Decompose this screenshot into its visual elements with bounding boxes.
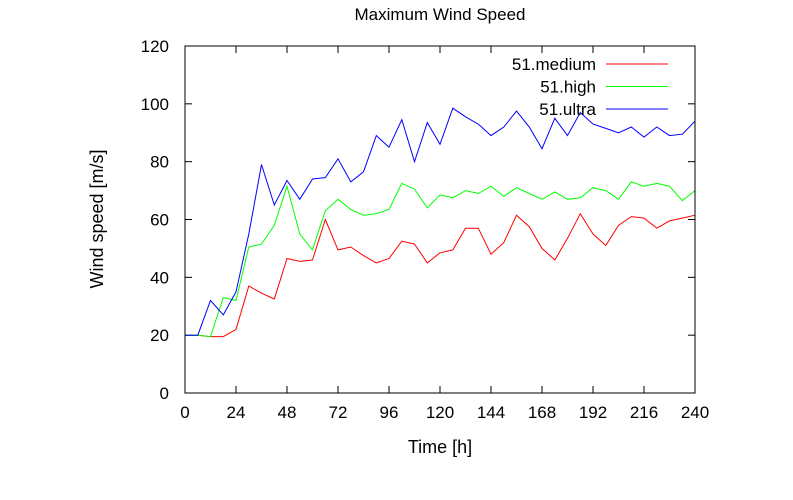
legend-label: 51.high <box>540 78 596 97</box>
legend-label: 51.ultra <box>539 100 596 119</box>
x-tick-label: 216 <box>630 403 658 422</box>
series-layer <box>185 107 696 338</box>
plot-frame <box>184 45 696 394</box>
y-tick-label: 100 <box>141 95 169 114</box>
x-tick-label: 0 <box>180 403 189 422</box>
x-tick-label: 120 <box>426 403 454 422</box>
y-tick-label: 120 <box>141 37 169 56</box>
x-tick-label: 96 <box>380 403 399 422</box>
y-tick-label: 40 <box>150 268 169 287</box>
tick-layer: 0 24 48 72 96 120 144 168 192 216 240 0 20 40 60 80 100 1… <box>141 37 710 422</box>
y-tick-label: 80 <box>150 153 169 172</box>
x-tick-label: 72 <box>329 403 348 422</box>
x-tick-label: 168 <box>528 403 556 422</box>
legend: 51.medium 51.high 51.ultra <box>512 55 668 119</box>
x-tick-label: 24 <box>227 403 246 422</box>
y-tick-label: 60 <box>150 211 169 230</box>
y-tick-label: 0 <box>160 384 169 403</box>
x-tick-label: 48 <box>278 403 297 422</box>
x-tick-label: 240 <box>681 403 709 422</box>
y-tick-label: 20 <box>150 326 169 345</box>
x-tick-label: 144 <box>477 403 505 422</box>
legend-label: 51.medium <box>512 55 596 74</box>
series-line-51-high <box>185 181 696 338</box>
y-axis-label: Wind speed [m/s] <box>87 149 107 288</box>
series-line-51-ultra <box>185 107 696 336</box>
series-line-51-medium <box>185 212 696 338</box>
x-tick-label: 192 <box>579 403 607 422</box>
chart-title: Maximum Wind Speed <box>354 5 525 24</box>
x-axis-label: Time [h] <box>408 437 472 457</box>
